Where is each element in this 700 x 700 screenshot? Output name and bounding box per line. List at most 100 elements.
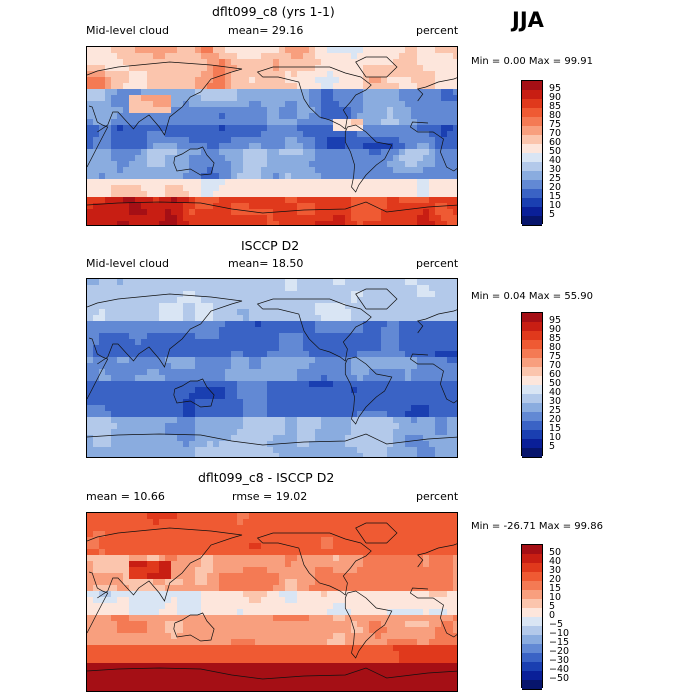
map-cell <box>237 137 244 144</box>
map-cell <box>345 113 352 120</box>
map-cell <box>381 561 388 568</box>
map-cell <box>105 351 112 358</box>
map-cell <box>375 59 382 66</box>
map-cell <box>153 423 160 430</box>
map-cell <box>333 143 340 150</box>
map-cell <box>339 221 346 225</box>
map-cell <box>129 387 136 394</box>
map-cell <box>363 137 370 144</box>
map-cell <box>423 285 430 292</box>
map-cell <box>375 107 382 114</box>
map-cell <box>381 573 388 580</box>
map-cell <box>159 297 166 304</box>
map-cell <box>99 621 106 628</box>
map-cell <box>165 77 172 84</box>
map-cell <box>207 423 214 430</box>
map-cell <box>435 309 442 316</box>
map-cell <box>123 429 130 436</box>
map-cell <box>219 107 226 114</box>
map-cell <box>429 77 436 84</box>
map-cell <box>93 107 100 114</box>
map-cell <box>243 555 250 562</box>
map-cell <box>303 185 310 192</box>
map-cell <box>381 119 388 126</box>
map-cell <box>375 113 382 120</box>
map-cell <box>201 603 208 610</box>
map-cell <box>297 411 304 418</box>
map-cell <box>339 83 346 90</box>
map-cell <box>267 411 274 418</box>
season-label: JJA <box>512 8 544 32</box>
map-cell <box>321 561 328 568</box>
map-cell <box>363 149 370 156</box>
map-cell <box>363 447 370 454</box>
map-cell <box>237 561 244 568</box>
map-cell <box>195 597 202 604</box>
map-cell <box>339 279 346 286</box>
map-cell <box>207 597 214 604</box>
map-cell <box>375 179 382 186</box>
map-cell <box>375 327 382 334</box>
map-cell <box>363 345 370 352</box>
map-cell <box>201 405 208 412</box>
map-cell <box>405 83 412 90</box>
map-cell <box>87 369 94 376</box>
map-cell <box>99 107 106 114</box>
map-cell <box>291 537 298 544</box>
map-cell <box>375 351 382 358</box>
map-cell <box>105 185 112 192</box>
map-cell <box>387 339 394 346</box>
map-cell <box>201 399 208 406</box>
map-cell <box>363 119 370 126</box>
map-cell <box>357 161 364 168</box>
map-cell <box>243 137 250 144</box>
map-cell <box>291 167 298 174</box>
map-cell <box>369 441 376 448</box>
map-cell <box>99 417 106 424</box>
map-cell <box>159 309 166 316</box>
map-cell <box>273 203 280 210</box>
map-cell <box>351 89 358 96</box>
map-cell <box>123 411 130 418</box>
map-cell <box>93 185 100 192</box>
map-cell <box>117 405 124 412</box>
map-cell <box>231 381 238 388</box>
map-cell <box>261 107 268 114</box>
map-cell <box>87 125 94 132</box>
map-cell <box>405 95 412 102</box>
map-cell <box>207 215 214 222</box>
map-cell <box>435 603 442 610</box>
map-cell <box>327 309 334 316</box>
map-cell <box>183 435 190 442</box>
map-cell <box>351 209 358 216</box>
map-cell <box>243 179 250 186</box>
map-cell <box>417 417 424 424</box>
map-cell <box>267 579 274 586</box>
map-cell <box>141 95 148 102</box>
map-cell <box>387 113 394 120</box>
map-cell <box>93 155 100 162</box>
map-cell <box>261 209 268 216</box>
colorbar-tick-label: 80 <box>549 342 562 353</box>
map-cell <box>93 345 100 352</box>
map-cell <box>327 209 334 216</box>
map-cell <box>411 405 418 412</box>
map-cell <box>255 131 262 138</box>
map-cell <box>99 309 106 316</box>
map-cell <box>441 531 448 538</box>
map-cell <box>129 345 136 352</box>
map-cell <box>243 369 250 376</box>
map-cell <box>213 411 220 418</box>
map-cell <box>141 315 148 322</box>
map-cell <box>297 209 304 216</box>
map-cell <box>345 513 352 520</box>
map-cell <box>453 525 457 532</box>
map-cell <box>429 167 436 174</box>
map-cell <box>195 65 202 72</box>
map-cell <box>99 327 106 334</box>
map-cell <box>453 309 457 316</box>
map-cell <box>441 585 448 592</box>
map-cell <box>327 143 334 150</box>
map-cell <box>105 405 112 412</box>
map-cell <box>375 333 382 340</box>
